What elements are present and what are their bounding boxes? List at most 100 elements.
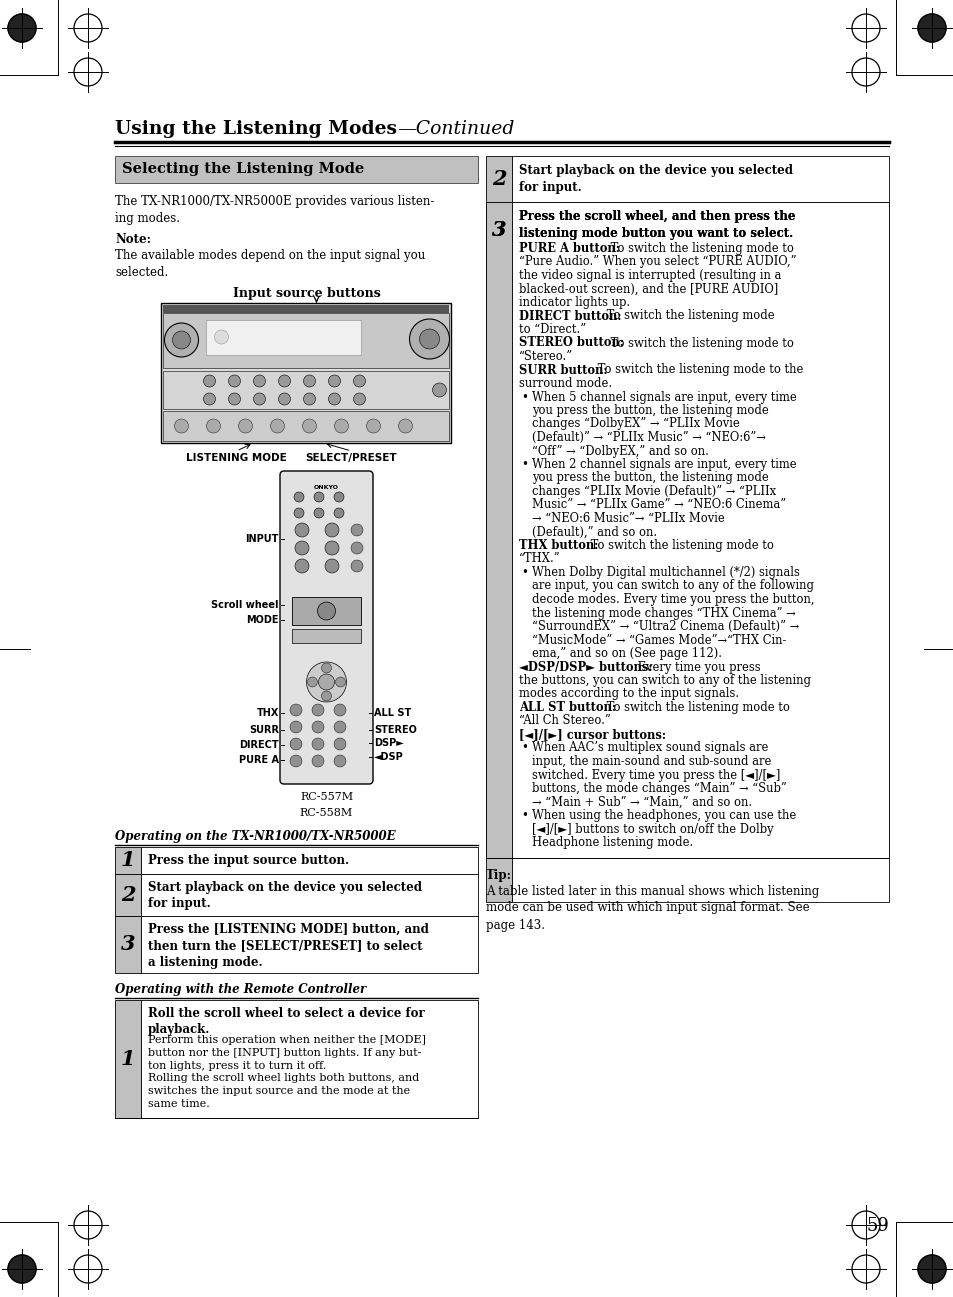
Text: [◄]/[►] buttons to switch on/off the Dolby: [◄]/[►] buttons to switch on/off the Dol… [532,822,773,835]
Circle shape [303,375,315,387]
Text: Press the scroll wheel, and then press the
listening mode button you want to sel: Press the scroll wheel, and then press t… [518,210,795,240]
Circle shape [351,560,363,572]
Text: modes according to the input signals.: modes according to the input signals. [518,687,739,700]
Circle shape [318,674,335,690]
Text: Perform this operation when neither the [MODE]
button nor the [INPUT] button lig: Perform this operation when neither the … [148,1035,426,1109]
Text: ALL ST: ALL ST [374,708,411,719]
Bar [161,303,451,444]
Text: Every time you press: Every time you press [634,660,760,673]
Circle shape [8,1255,36,1283]
Circle shape [334,492,344,502]
Circle shape [278,375,291,387]
Text: ◄DSP/DSP► buttons:: ◄DSP/DSP► buttons: [518,660,652,673]
Text: changes “PLIIx Movie (Default)” → “PLIIx: changes “PLIIx Movie (Default)” → “PLIIx [532,485,776,498]
Text: 1: 1 [121,851,135,870]
Text: To switch the listening mode to: To switch the listening mode to [606,243,793,256]
Bar [206,320,361,355]
Bar [512,156,888,202]
Text: to “Direct.”: to “Direct.” [518,323,585,336]
Text: •: • [520,742,527,755]
Text: Tip:: Tip: [485,869,512,882]
Text: THX button:: THX button: [518,540,598,553]
Circle shape [306,661,346,702]
Circle shape [409,319,449,359]
Text: THX: THX [256,708,278,719]
Text: (Default)” → “PLIIx Music” → “NEO:6”→: (Default)” → “PLIIx Music” → “NEO:6”→ [532,431,765,444]
Text: When 5 channel signals are input, every time: When 5 channel signals are input, every … [532,390,796,403]
Text: ONKYO: ONKYO [314,485,338,490]
Bar [485,202,512,901]
Circle shape [312,755,324,767]
Bar [485,202,512,857]
Circle shape [294,523,309,537]
Text: To switch the listening mode to: To switch the listening mode to [606,336,793,349]
Text: DIRECT: DIRECT [239,741,278,750]
Circle shape [203,375,215,387]
Circle shape [432,383,446,397]
Bar [115,156,477,183]
Circle shape [278,393,291,405]
Circle shape [321,663,331,673]
Circle shape [206,419,220,433]
Bar [115,916,141,973]
Bar [115,1000,141,1118]
Text: —Continued: —Continued [396,121,514,137]
Text: •: • [520,809,527,822]
Text: the buttons, you can switch to any of the listening: the buttons, you can switch to any of th… [518,674,810,687]
Text: “MusicMode” → “Games Mode”→“THX Cin-: “MusicMode” → “Games Mode”→“THX Cin- [532,633,785,646]
Text: the video signal is interrupted (resulting in a: the video signal is interrupted (resulti… [518,268,781,281]
Text: 2: 2 [491,169,506,189]
Text: you press the button, the listening mode: you press the button, the listening mode [532,472,768,485]
Text: Press the scroll wheel, and then press the
listening mode button you want to sel: Press the scroll wheel, and then press t… [518,210,795,240]
Bar [292,597,360,625]
Text: A table listed later in this manual shows which listening
mode can be used with : A table listed later in this manual show… [485,885,819,931]
Bar [141,916,477,973]
Text: 3: 3 [121,935,135,955]
Circle shape [312,704,324,716]
Circle shape [214,329,229,344]
Circle shape [334,704,346,716]
Circle shape [351,524,363,536]
Text: blacked-out screen), and the [PURE AUDIO]: blacked-out screen), and the [PURE AUDIO… [518,283,778,296]
Text: •: • [520,458,527,471]
Bar [512,202,888,857]
Text: PURE A: PURE A [239,755,278,765]
Circle shape [334,755,346,767]
Text: buttons, the mode changes “Main” → “Sub”: buttons, the mode changes “Main” → “Sub” [532,782,786,795]
Circle shape [354,375,365,387]
Text: RC-557M: RC-557M [299,792,353,802]
Text: Press the [LISTENING MODE] button, and
then turn the [SELECT/PRESET] to select
a: Press the [LISTENING MODE] button, and t… [148,923,429,969]
Bar [163,371,449,409]
Circle shape [290,738,302,750]
Circle shape [294,541,309,555]
Text: the listening mode changes “THX Cinema” →: the listening mode changes “THX Cinema” … [532,607,795,620]
Text: 2: 2 [121,885,135,905]
Text: Using the Listening Modes: Using the Listening Modes [115,121,396,137]
Text: Input source buttons: Input source buttons [233,287,380,300]
Text: When using the headphones, you can use the: When using the headphones, you can use t… [532,809,796,822]
Circle shape [229,375,240,387]
Text: “SurroundEX” → “Ultra2 Cinema (Default)” →: “SurroundEX” → “Ultra2 Cinema (Default)”… [532,620,799,633]
Circle shape [294,508,304,518]
Circle shape [321,691,331,700]
Bar [485,156,512,202]
Text: SELECT/PRESET: SELECT/PRESET [305,453,396,463]
Circle shape [253,375,265,387]
Bar [141,847,477,874]
Text: 3: 3 [491,220,506,240]
Text: When Dolby Digital multichannel (*/2) signals: When Dolby Digital multichannel (*/2) si… [532,565,799,578]
Text: → “NEO:6 Music”→ “PLIIx Movie: → “NEO:6 Music”→ “PLIIx Movie [532,512,724,525]
Circle shape [325,523,338,537]
Text: ◄DSP: ◄DSP [374,752,403,763]
Text: “Pure Audio.” When you select “PURE AUDIO,”: “Pure Audio.” When you select “PURE AUDI… [518,256,796,268]
Text: STEREO button:: STEREO button: [518,336,623,349]
Circle shape [335,419,348,433]
Circle shape [307,677,317,687]
Bar [163,411,449,441]
Circle shape [302,419,316,433]
Circle shape [290,755,302,767]
Text: LISTENING MODE: LISTENING MODE [186,453,287,463]
Text: surround mode.: surround mode. [518,377,612,390]
Circle shape [334,738,346,750]
Text: Operating with the Remote Controller: Operating with the Remote Controller [115,983,366,996]
